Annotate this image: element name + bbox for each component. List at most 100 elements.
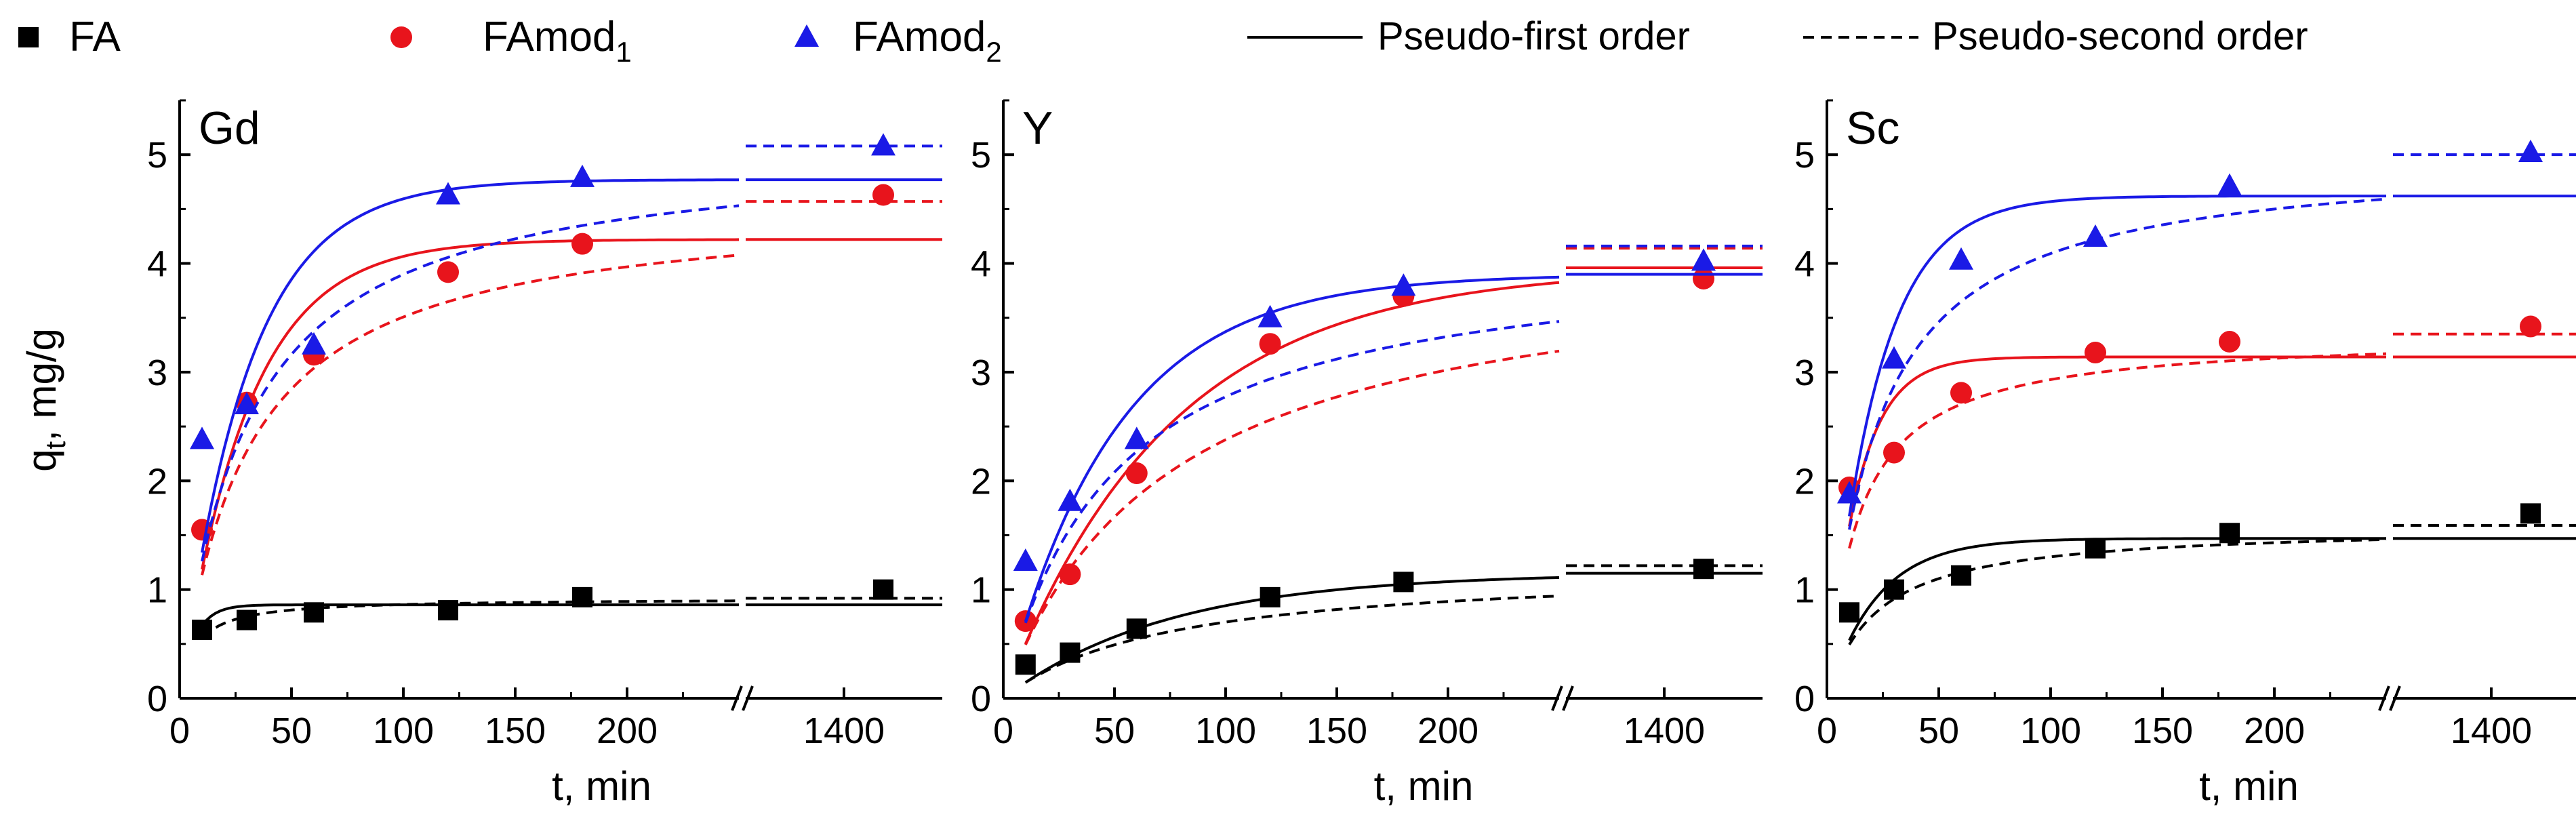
data-point [1059,563,1081,586]
panel-title: Gd [199,102,260,154]
fit-line-pseudo-second [1024,349,1560,645]
data-point [2520,315,2541,338]
x-tick-label: 50 [1094,710,1135,751]
data-point [190,426,214,449]
y-axis-label: qt, mg/g [19,328,71,472]
fit-line-pseudo-second [201,599,739,639]
data-point [1693,559,1714,580]
fit-line-pseudo-first [201,238,740,570]
x-tick-label: 0 [1817,710,1837,751]
data-point [2219,523,2240,544]
data-point [571,233,593,255]
x-tick-label: 50 [271,710,312,751]
data-point [437,261,459,283]
data-point [572,586,592,607]
data-point [436,182,460,205]
x-tick-label: 50 [1918,710,1959,751]
x-tick-label: 200 [1417,710,1478,751]
data-point [302,332,326,355]
fit-line-pseudo-second [201,254,740,576]
x-tick-label: 100 [1195,710,1256,751]
data-point [237,609,257,630]
legend-marker-square [18,27,39,47]
y-tick-label: 3 [971,353,991,393]
x-tick-label: 100 [373,710,434,751]
data-point [1882,346,1906,369]
series-famod2 [1837,139,2576,530]
x-axis-label: t, min [1374,763,1474,809]
legend-marker-triangle [794,24,819,47]
legend-label-1: FA [69,14,121,60]
data-point [1950,382,1972,404]
data-point [1126,618,1147,639]
y-tick-label: 3 [147,353,167,393]
data-point [2518,139,2543,162]
series-famod1 [1014,247,1763,645]
series-fa [1839,503,2576,645]
fit-line-pseudo-first [1024,281,1560,645]
series-famod2 [190,133,942,562]
y-tick-label: 1 [1794,570,1815,611]
y-tick-label: 3 [1794,353,1815,393]
data-point [1949,247,1973,270]
fit-line-pseudo-second [1848,538,2387,645]
y-tick-label: 1 [971,570,991,611]
data-point [873,579,893,600]
legend-label-3: FAmod2 [853,14,1002,68]
x-axis-label: t, min [2199,763,2299,809]
fit-line-pseudo-first [1024,275,1560,622]
data-point [1839,602,1859,623]
fit-line-pseudo-second [1024,320,1560,624]
data-point [1259,333,1281,355]
data-point [235,392,259,415]
data-point [871,133,895,156]
y-tick-label: 4 [1794,244,1815,285]
x-tick-label: 0 [993,710,1013,751]
x-tick-label: 150 [1306,710,1367,751]
data-point [192,619,212,640]
panel-title: Y [1022,102,1053,154]
data-point [1013,548,1038,571]
data-point [2217,173,2242,196]
data-point [1884,579,1904,600]
legend-label-2: FAmod1 [483,14,632,68]
fit-line-pseudo-second [1848,352,2387,549]
data-point [1837,481,1861,504]
data-point [570,164,595,187]
y-tick-label: 4 [147,244,167,285]
y-tick-label: 5 [971,135,991,176]
data-point [1883,441,1905,464]
data-point [2085,342,2106,364]
data-point [1393,572,1414,593]
data-point [1015,654,1036,675]
data-point [1125,462,1148,485]
series-famod2 [1013,244,1763,624]
y-tick-label: 0 [147,679,167,719]
x-tick-label: 200 [597,710,658,751]
y-tick-label: 2 [147,461,167,502]
axis-break-mark [731,685,754,711]
panel-title: Sc [1846,102,1899,154]
fit-line-pseudo-second [1024,595,1560,684]
x-tick-label: 200 [2244,710,2305,751]
legend: FA FAmod1 FAmod2 Pseudo-first order Pseudo-s… [18,14,2308,68]
y-tick-label: 5 [1794,135,1815,176]
data-point [1951,565,1971,586]
data-point [1260,586,1281,607]
data-point [438,600,458,621]
series-famod1 [191,184,942,576]
data-point [1693,267,1714,289]
fit-line-pseudo-first [1848,537,2386,641]
legend-marker-circle [390,26,412,48]
fit-line-pseudo-first [1024,576,1560,684]
data-point [1124,426,1149,449]
data-point [872,184,894,206]
y-tick-label: 4 [971,244,991,285]
data-point [2085,538,2106,559]
y-tick-label: 5 [147,135,167,176]
y-tick-label: 0 [1794,679,1815,719]
